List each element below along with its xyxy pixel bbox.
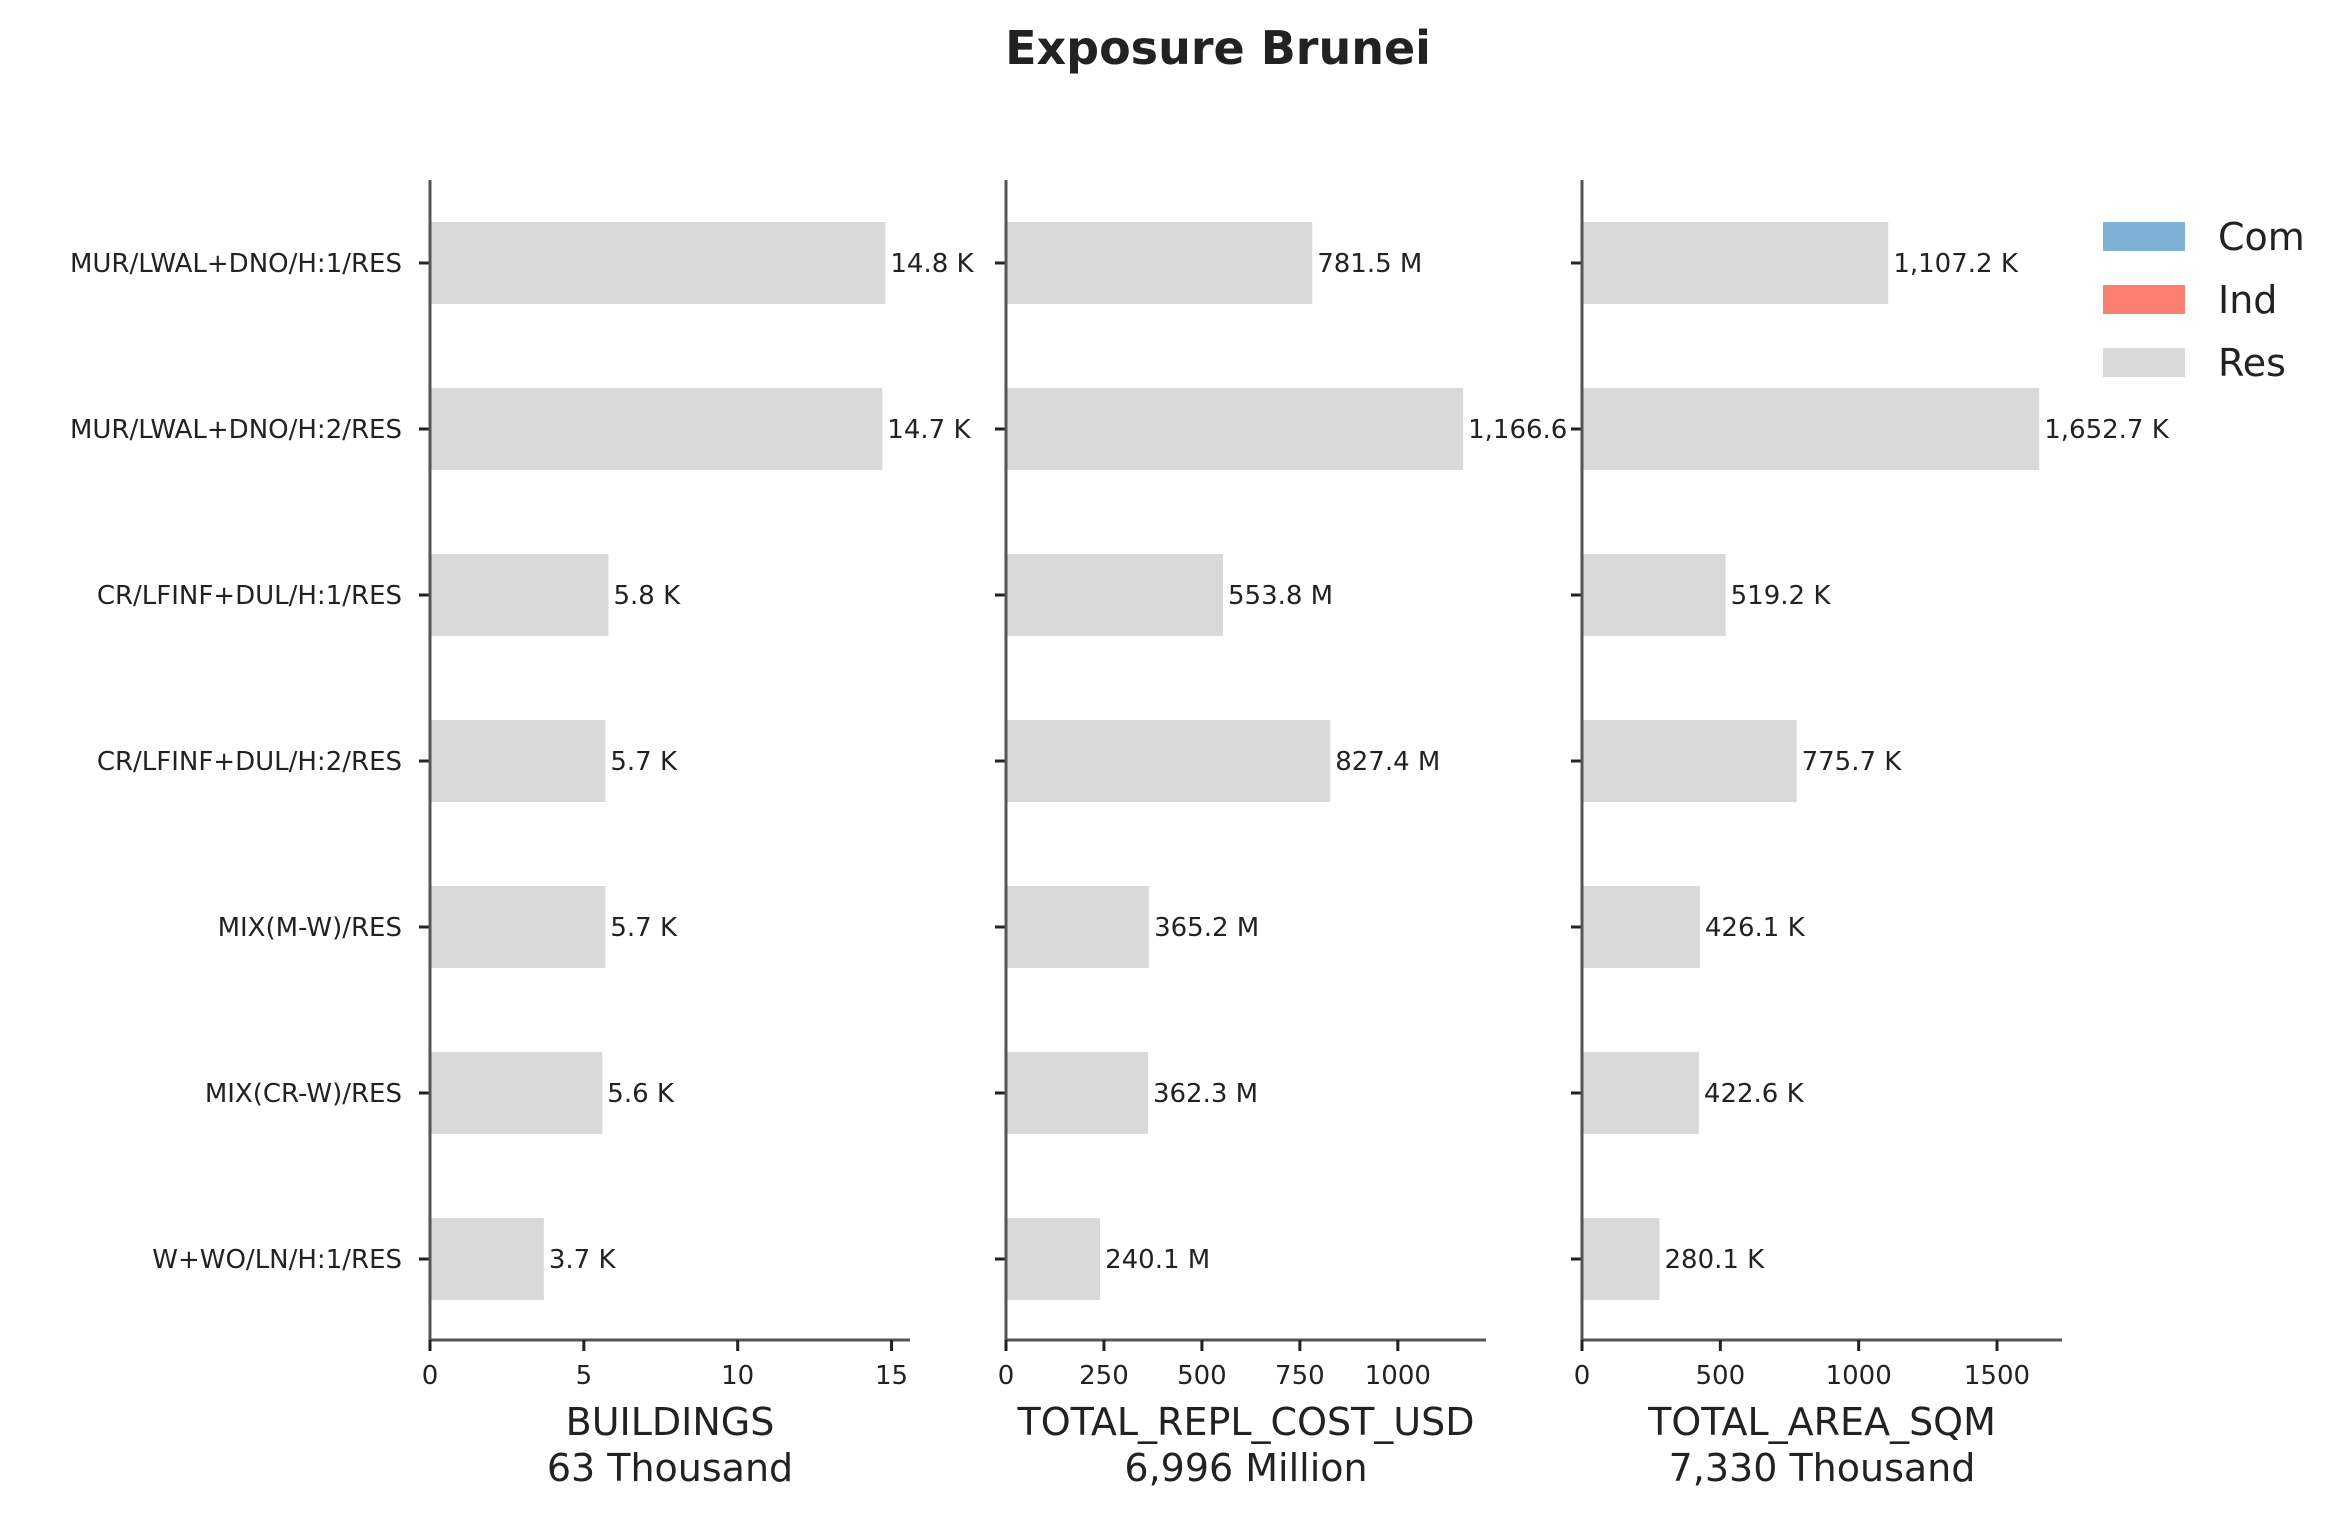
- bar-1-2: [1006, 554, 1223, 636]
- bar-2-3: [1582, 720, 1797, 802]
- value-label-1-4: 365.2 M: [1154, 913, 1259, 943]
- x-tick-label-2-3: 1500: [1964, 1361, 2030, 1391]
- value-label-0-2: 5.8 K: [613, 581, 681, 611]
- legend-swatch-com: [2103, 222, 2185, 251]
- value-label-2-2: 519.2 K: [1731, 581, 1832, 611]
- x-tick-label-0-1: 5: [576, 1361, 593, 1391]
- category-label-6: W+WO/LN/H:1/RES: [152, 1245, 402, 1275]
- x-tick-label-2-0: 0: [1574, 1361, 1591, 1391]
- value-label-1-1: 1,166.6: [1468, 415, 1567, 445]
- value-label-1-3: 827.4 M: [1335, 747, 1440, 777]
- value-label-2-3: 775.7 K: [1802, 747, 1903, 777]
- value-label-0-4: 5.7 K: [610, 913, 678, 943]
- bar-2-5: [1582, 1052, 1699, 1134]
- legend-label-com: Com: [2218, 215, 2305, 259]
- bar-1-4: [1006, 886, 1150, 968]
- bar-0-5: [430, 1052, 603, 1134]
- x-tick-label-1-0: 0: [998, 1361, 1015, 1391]
- value-label-2-1: 1,652.7 K: [2044, 415, 2170, 445]
- bar-0-2: [430, 554, 609, 636]
- x-axis-title-1: TOTAL_REPL_COST_USD: [1016, 1400, 1474, 1444]
- legend-label-ind: Ind: [2218, 278, 2277, 322]
- bar-1-1: [1006, 388, 1464, 470]
- bar-2-2: [1582, 554, 1726, 636]
- bar-0-6: [430, 1218, 544, 1300]
- x-axis-title-0: BUILDINGS: [566, 1400, 775, 1444]
- value-label-2-4: 426.1 K: [1705, 913, 1806, 943]
- x-tick-label-0-2: 10: [721, 1361, 754, 1391]
- category-label-1: MUR/LWAL+DNO/H:2/RES: [70, 415, 402, 445]
- x-tick-label-1-1: 250: [1079, 1361, 1129, 1391]
- category-label-5: MIX(CR-W)/RES: [205, 1079, 402, 1109]
- x-tick-label-2-1: 500: [1696, 1361, 1746, 1391]
- x-axis-title-2: TOTAL_AREA_SQM: [1647, 1400, 1996, 1444]
- bar-1-5: [1006, 1052, 1148, 1134]
- legend-swatch-res: [2103, 348, 2185, 377]
- x-tick-label-0-0: 0: [422, 1361, 439, 1391]
- bar-0-0: [430, 222, 886, 304]
- chart-title: Exposure Brunei: [1005, 21, 1431, 75]
- bar-2-6: [1582, 1218, 1660, 1300]
- value-label-0-0: 14.8 K: [890, 249, 974, 279]
- value-label-2-6: 280.1 K: [1664, 1245, 1765, 1275]
- category-label-4: MIX(M-W)/RES: [218, 913, 402, 943]
- bar-2-1: [1582, 388, 2040, 470]
- legend-swatch-ind: [2103, 285, 2185, 314]
- x-tick-label-1-3: 750: [1275, 1361, 1325, 1391]
- value-label-1-6: 240.1 M: [1105, 1245, 1210, 1275]
- value-label-0-3: 5.7 K: [610, 747, 678, 777]
- bar-0-1: [430, 388, 883, 470]
- x-tick-label-1-2: 500: [1177, 1361, 1227, 1391]
- value-label-2-5: 422.6 K: [1704, 1079, 1805, 1109]
- category-label-3: CR/LFINF+DUL/H:2/RES: [97, 747, 402, 777]
- legend-label-res: Res: [2218, 341, 2286, 385]
- category-label-2: CR/LFINF+DUL/H:1/RES: [97, 581, 402, 611]
- x-tick-label-0-3: 15: [875, 1361, 908, 1391]
- x-tick-label-1-4: 1000: [1365, 1361, 1431, 1391]
- bar-0-4: [430, 886, 606, 968]
- bar-1-0: [1006, 222, 1313, 304]
- value-label-2-0: 1,107.2 K: [1893, 249, 2019, 279]
- x-axis-total-1: 6,996 Million: [1124, 1446, 1367, 1490]
- x-axis-total-2: 7,330 Thousand: [1669, 1446, 1976, 1490]
- bar-1-6: [1006, 1218, 1101, 1300]
- bar-0-3: [430, 720, 606, 802]
- bar-1-3: [1006, 720, 1331, 802]
- category-label-0: MUR/LWAL+DNO/H:1/RES: [70, 249, 402, 279]
- value-label-0-5: 5.6 K: [607, 1079, 675, 1109]
- bar-2-4: [1582, 886, 1700, 968]
- value-label-0-6: 3.7 K: [549, 1245, 617, 1275]
- x-axis-total-0: 63 Thousand: [547, 1446, 793, 1490]
- bar-2-0: [1582, 222, 1889, 304]
- value-label-1-2: 553.8 M: [1228, 581, 1333, 611]
- x-tick-label-2-2: 1000: [1826, 1361, 1892, 1391]
- value-label-1-5: 362.3 M: [1153, 1079, 1258, 1109]
- value-label-0-1: 14.7 K: [887, 415, 971, 445]
- value-label-1-0: 781.5 M: [1317, 249, 1422, 279]
